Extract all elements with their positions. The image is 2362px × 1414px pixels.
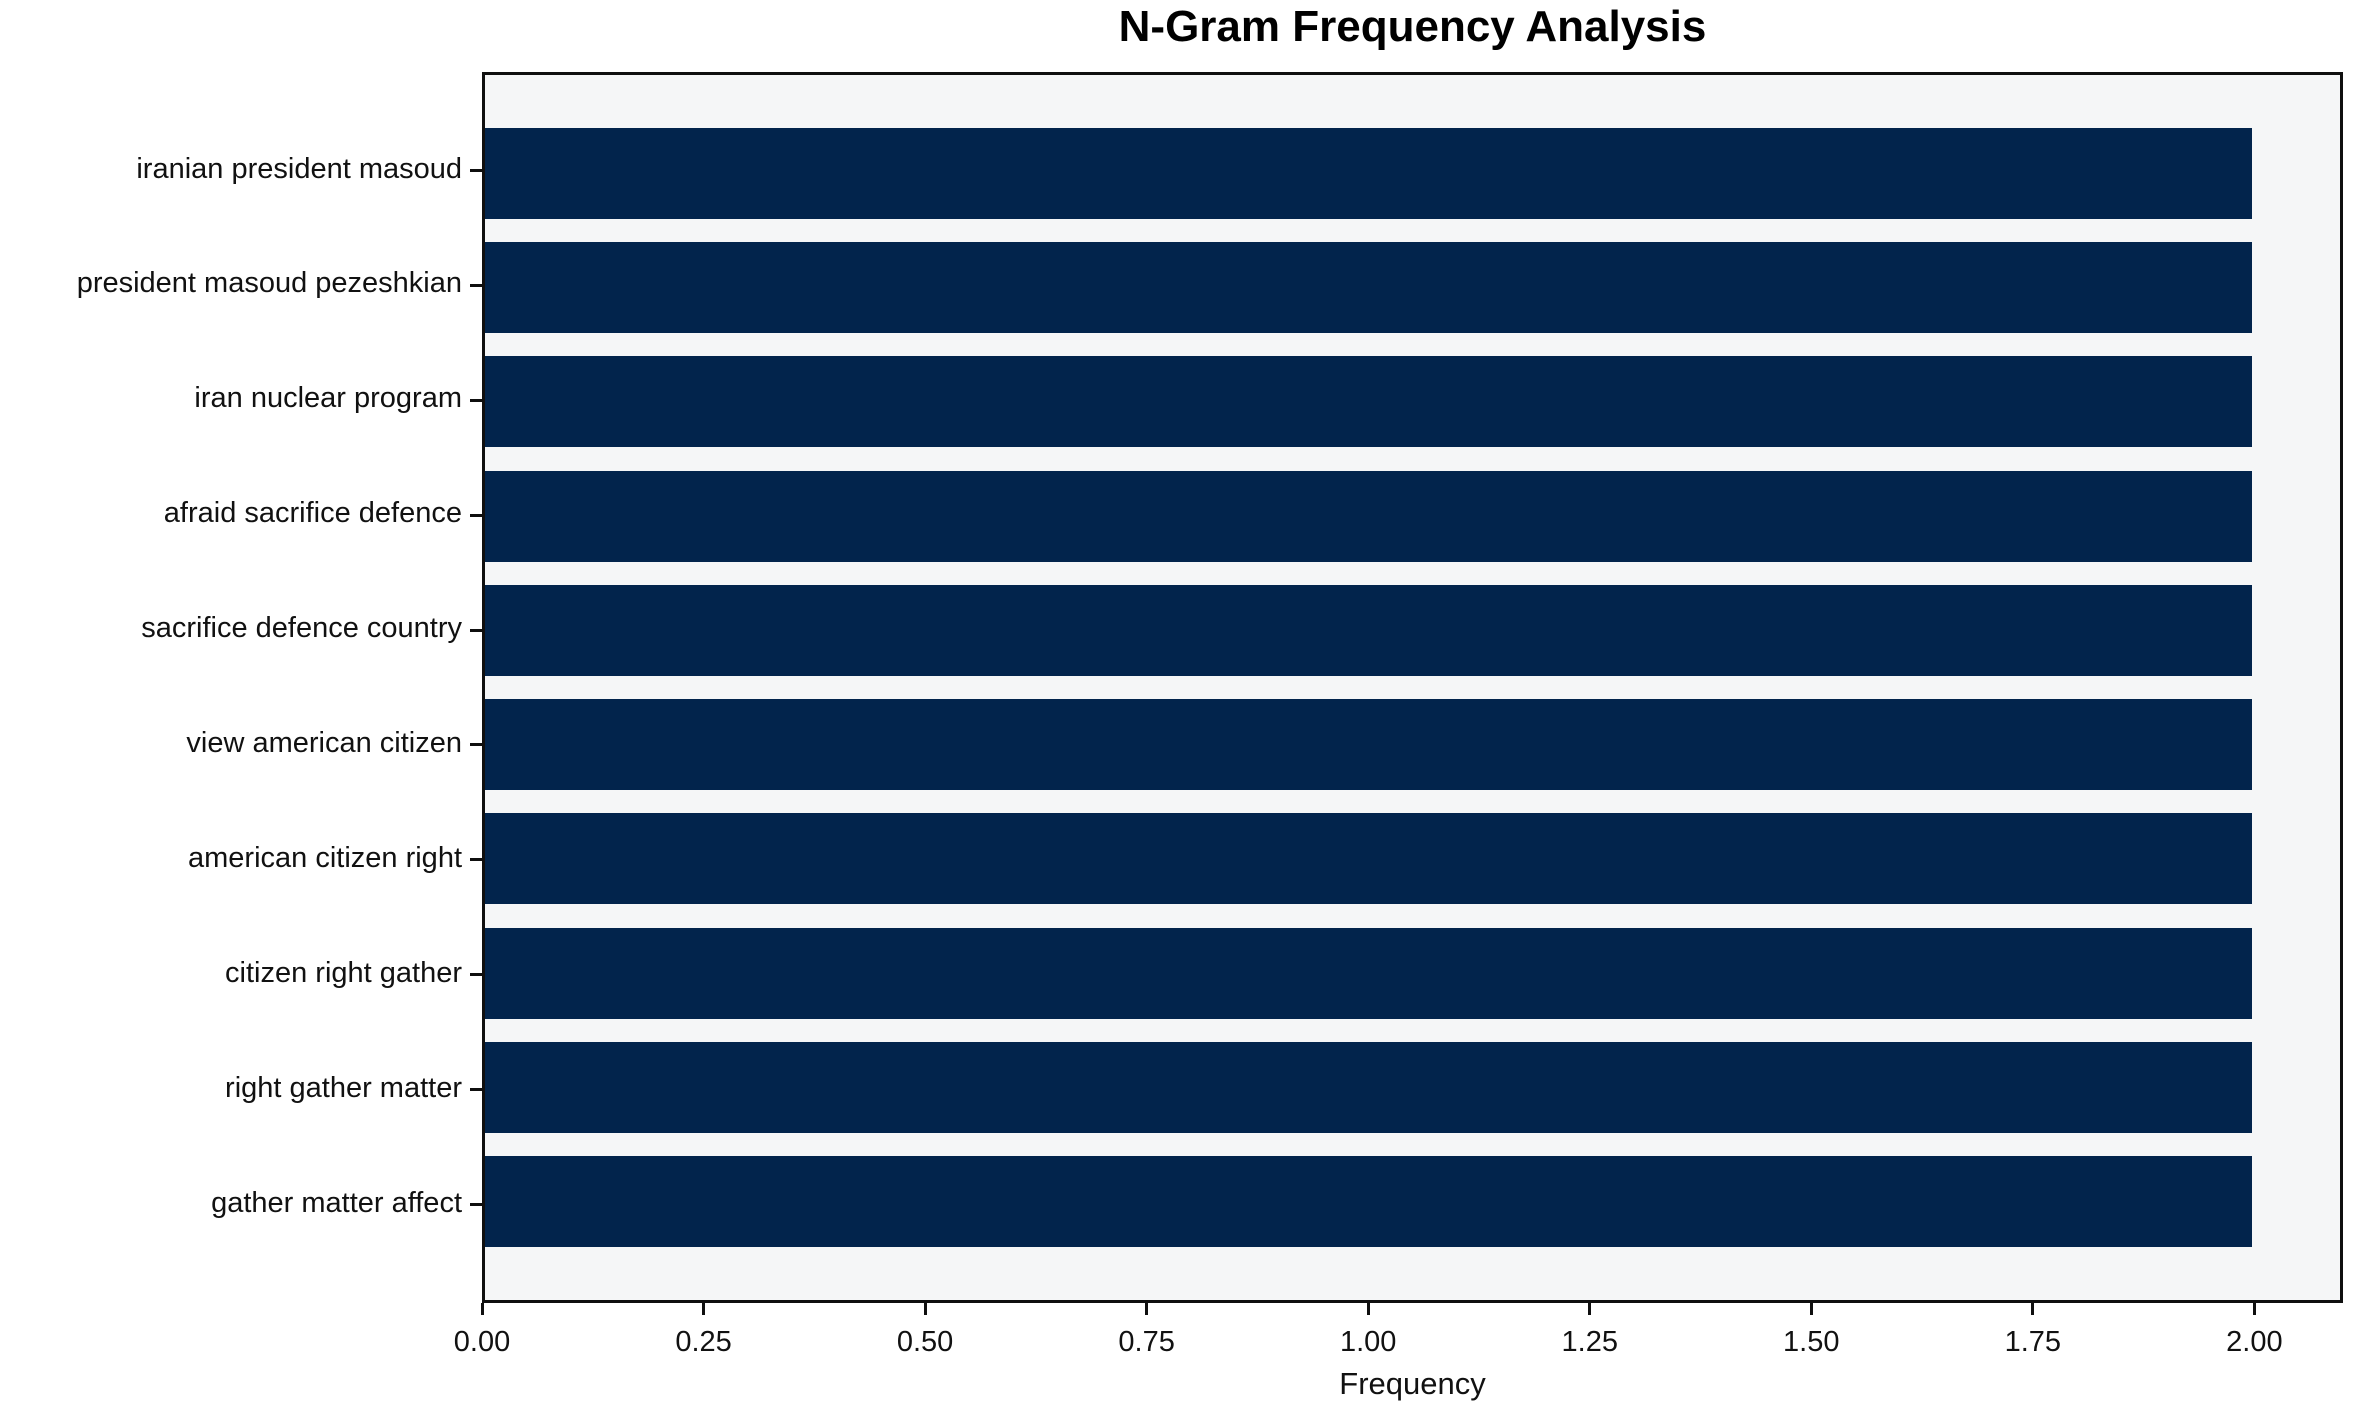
- x-tick-mark: [1809, 1303, 1813, 1315]
- x-tick-mark: [1145, 1303, 1149, 1315]
- bars-layer: [485, 75, 2340, 1300]
- y-tick-label: citizen right gather: [225, 956, 462, 989]
- x-tick-mark: [702, 1303, 706, 1315]
- y-tick-mark: [470, 398, 482, 402]
- x-tick-label: 2.00: [2226, 1326, 2283, 1358]
- bar: [485, 927, 2252, 1019]
- x-tick-mark: [2031, 1303, 2035, 1315]
- plot-area: [482, 72, 2343, 1303]
- y-tick-mark: [470, 513, 482, 517]
- bar: [485, 242, 2252, 334]
- bar: [485, 584, 2252, 676]
- x-tick-label: 1.25: [1561, 1326, 1618, 1358]
- x-tick-mark: [1588, 1303, 1592, 1315]
- y-tick-label: american citizen right: [188, 841, 462, 874]
- y-tick-label: gather matter affect: [211, 1186, 462, 1219]
- y-tick-mark: [470, 169, 482, 172]
- chart-title: N-Gram Frequency Analysis: [1118, 2, 1707, 51]
- x-tick-mark: [923, 1303, 927, 1315]
- y-tick-mark: [470, 1088, 482, 1092]
- x-tick-label: 1.00: [1339, 1326, 1397, 1358]
- y-tick-label: iranian president masoud: [136, 152, 462, 185]
- y-tick-label: iran nuclear program: [194, 382, 462, 415]
- bar: [485, 699, 2252, 791]
- bar: [485, 1041, 2252, 1133]
- bar: [485, 356, 2252, 448]
- x-axis-label: Frequency: [1339, 1366, 1486, 1401]
- x-tick-label: 1.75: [2004, 1326, 2062, 1358]
- y-tick-label: president masoud pezeshkian: [76, 267, 462, 300]
- x-tick-label: 0.00: [453, 1326, 511, 1358]
- y-tick-label: afraid sacrifice defence: [163, 497, 462, 530]
- x-tick-label: 0.50: [896, 1326, 954, 1358]
- y-tick-label: right gather matter: [225, 1071, 462, 1104]
- y-tick-mark: [470, 973, 482, 977]
- y-tick-mark: [470, 283, 482, 287]
- x-tick-mark: [480, 1303, 484, 1315]
- y-tick-label: view american citizen: [186, 726, 462, 759]
- y-tick-mark: [470, 1203, 482, 1206]
- x-tick-mark: [1366, 1303, 1370, 1315]
- bar: [485, 813, 2252, 905]
- x-tick-label: 0.75: [1118, 1326, 1175, 1358]
- x-tick-label: 1.50: [1783, 1326, 1840, 1358]
- y-tick-mark: [470, 628, 482, 632]
- y-tick-label: sacrifice defence country: [141, 612, 462, 645]
- x-tick-label: 0.25: [675, 1326, 732, 1358]
- bar: [485, 470, 2252, 562]
- bar: [485, 128, 2252, 219]
- y-tick-mark: [470, 743, 482, 747]
- bar: [485, 1155, 2252, 1247]
- y-tick-mark: [470, 858, 482, 862]
- x-tick-mark: [2252, 1303, 2256, 1315]
